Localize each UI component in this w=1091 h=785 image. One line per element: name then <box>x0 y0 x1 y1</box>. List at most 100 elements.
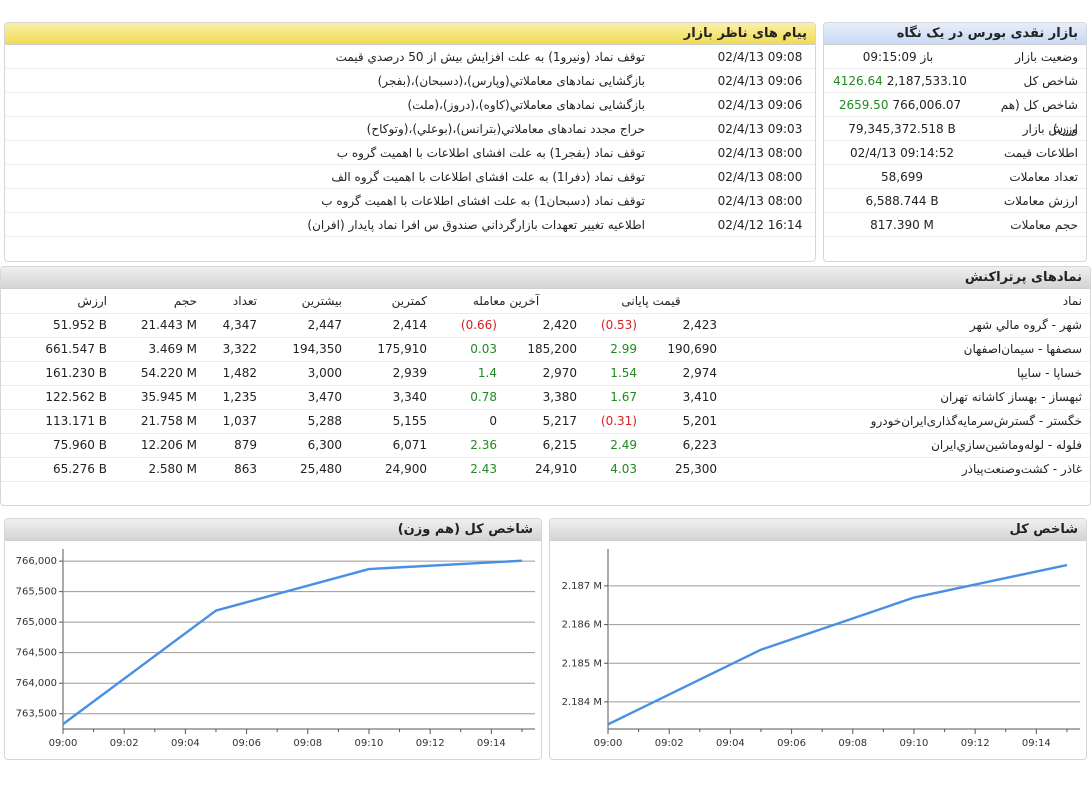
cell-max: 3,000 <box>261 361 346 386</box>
cell-symbol-name[interactable]: شهر - گروه مالي شهر <box>721 313 1090 338</box>
cell-count: 863 <box>201 457 261 482</box>
glance-label: اطلاعات قیمت <box>1003 146 1078 160</box>
table-header-row: ارزش حجم تعداد بیشترین کمترین آخرین معام… <box>1 289 1090 314</box>
total-index-series-line <box>607 563 1068 726</box>
market-glance-title: بازار نقدی بورس در یک نگاه <box>824 23 1086 45</box>
equal-weight-x-tick-label: 09:10 <box>355 738 384 749</box>
top-symbols-panel: نمادهای پرتراکنش ارزش حجم تعداد بیشترین … <box>0 266 1091 506</box>
col-count-header[interactable]: تعداد <box>201 289 261 314</box>
cell-volume: 12.206 M <box>111 433 201 458</box>
message-row[interactable]: 02/4/13 09:03 حراج مجدد نمادهای معاملاتي(… <box>5 117 815 141</box>
equal-weight-y-tick-label: 765,500 <box>16 587 57 598</box>
cell-close: 6,223 <box>641 433 721 458</box>
glance-label: وضعیت بازار <box>1015 50 1078 64</box>
message-time: 02/4/13 09:06 <box>717 74 803 88</box>
col-min-header[interactable]: کمترین <box>346 289 431 314</box>
cell-volume: 3.469 M <box>111 337 201 362</box>
glance-number: 817.390 M <box>870 218 934 232</box>
glance-value: 2659.50 766,006.07 <box>824 93 976 116</box>
message-time: 02/4/13 09:03 <box>717 122 803 136</box>
message-row[interactable]: 02/4/12 16:14 اطلاعیه تغییر تعهدات بازارگ… <box>5 213 815 237</box>
glance-change: 4126.64 <box>833 74 883 88</box>
message-row[interactable]: 02/4/13 09:08 توقف نماد (ونیرو1) به علت ا… <box>5 45 815 69</box>
col-last-trade-header[interactable]: آخرین معامله <box>431 289 581 314</box>
equal-weight-y-tick-label: 764,000 <box>16 678 57 689</box>
col-volume-header[interactable]: حجم <box>111 289 201 314</box>
glance-value: 817.390 M <box>824 213 976 236</box>
supervisor-messages-title: پیام های ناظر بازار <box>5 23 815 45</box>
table-row[interactable]: 661.547 B 3.469 M 3,322 194,350 175,910 0.03 1… <box>1 337 1090 362</box>
message-text[interactable]: حراج مجدد نمادهای معاملاتي(بترانس)،(بوعل… <box>366 122 645 136</box>
total-index-x-tick-label: 09:08 <box>838 738 867 749</box>
cell-last: 185,200 <box>501 337 581 362</box>
cell-volume: 35.945 M <box>111 385 201 410</box>
col-close-price-header[interactable]: قیمت پایانی <box>581 289 721 314</box>
message-row[interactable]: 02/4/13 08:00 توقف نماد (بفجر1) به علت اف… <box>5 141 815 165</box>
equal-weight-y-tick-label: 763,500 <box>16 709 57 720</box>
equal-weight-y-tick-label: 764,500 <box>16 648 57 659</box>
message-text[interactable]: توقف نماد (ونیرو1) به علت افزایش بیش از … <box>335 50 645 64</box>
table-row[interactable]: 161.230 B 54.220 M 1,482 3,000 2,939 1.4 2,970… <box>1 361 1090 386</box>
glance-row: شاخص کل (هم وزن) 2659.50 766,006.07 <box>824 93 1086 136</box>
glance-row: تعداد معاملات 58,699 <box>824 165 1086 189</box>
cell-count: 1,037 <box>201 409 261 434</box>
table-row[interactable]: 75.960 B 12.206 M 879 6,300 6,071 2.36 6,215 2.… <box>1 433 1090 458</box>
message-row[interactable]: 02/4/13 08:00 توقف نماد (دفرا1) به علت اف… <box>5 165 815 189</box>
total-index-x-tick-label: 09:12 <box>961 738 990 749</box>
top-symbols-title: نمادهای پرتراکنش <box>1 267 1090 289</box>
cell-symbol-name[interactable]: فلوله - لوله‌وماشین‌سازي‌ایران <box>721 433 1090 458</box>
table-row[interactable]: 65.276 B 2.580 M 863 25,480 24,900 2.43 24,910… <box>1 457 1090 482</box>
cell-last-change: 2.43 <box>431 457 501 482</box>
cell-count: 4,347 <box>201 313 261 338</box>
message-text[interactable]: اطلاعیه تغییر تعهدات بازارگرداني صندوق س… <box>307 218 645 232</box>
message-row[interactable]: 02/4/13 08:00 توقف نماد (دسبحان1) به علت … <box>5 189 815 213</box>
message-row[interactable]: 02/4/13 09:06 بازگشایی نمادهای معاملاتي(ک… <box>5 93 815 117</box>
table-row[interactable]: 51.952 B 21.443 M 4,347 2,447 2,414 (0.66) 2,4… <box>1 313 1090 338</box>
cell-close-change: 1.67 <box>581 385 641 410</box>
message-row[interactable]: 02/4/13 09:06 بازگشایی نمادهای معاملاتي(و… <box>5 69 815 93</box>
supervisor-messages-list: 02/4/13 09:08 توقف نماد (ونیرو1) به علت ا… <box>5 45 815 237</box>
cell-min: 2,939 <box>346 361 431 386</box>
cell-value: 75.960 B <box>1 433 111 458</box>
equal-weight-x-tick-label: 09:14 <box>477 738 506 749</box>
glance-label: ارزش معاملات <box>1003 194 1078 208</box>
message-text[interactable]: توقف نماد (دفرا1) به علت افشای اطلاعات ب… <box>331 170 645 184</box>
col-symbol-header[interactable]: نماد <box>721 289 1090 314</box>
equal-weight-index-chart-title: شاخص کل (هم وزن) <box>5 519 541 541</box>
glance-value: 6,588.744 B <box>824 189 976 212</box>
col-value-header[interactable]: ارزش <box>1 289 111 314</box>
message-text[interactable]: بازگشایی نمادهای معاملاتي(کاوه)،(دروز)،(… <box>407 98 646 112</box>
table-row[interactable]: 122.562 B 35.945 M 1,235 3,470 3,340 0.78 3,38… <box>1 385 1090 410</box>
message-text[interactable]: بازگشایی نمادهای معاملاتي(وپارس)،(دسبحان… <box>377 74 645 88</box>
cell-max: 6,300 <box>261 433 346 458</box>
message-time: 02/4/13 08:00 <box>717 146 803 160</box>
table-row[interactable]: 113.171 B 21.758 M 1,037 5,288 5,155 0 5,217 (0… <box>1 409 1090 434</box>
glance-label: ارزش بازار <box>1022 122 1078 136</box>
total-index-y-tick-label: 2.184 M <box>562 697 602 708</box>
total-index-chart-panel: شاخص کل 2.184 M 2.185 M 2.186 M 2.187 M 09:0… <box>549 518 1087 760</box>
total-index-x-tick-label: 09:14 <box>1022 738 1051 749</box>
col-max-header[interactable]: بیشترین <box>261 289 346 314</box>
message-text[interactable]: توقف نماد (دسبحان1) به علت افشای اطلاعات… <box>321 194 645 208</box>
cell-max: 3,470 <box>261 385 346 410</box>
cell-min: 3,340 <box>346 385 431 410</box>
cell-last: 3,380 <box>501 385 581 410</box>
glance-row: وضعیت بازار باز 09:15:09 <box>824 45 1086 69</box>
cell-symbol-name[interactable]: خگستر - گسترش‌سرمایه‌گذاری‌ایران‌خودرو <box>721 409 1090 434</box>
equal-weight-x-tick-label: 09:00 <box>49 738 78 749</box>
cell-symbol-name[interactable]: خساپا - سایپا <box>721 361 1090 386</box>
glance-number: 02/4/13 09:14:52 <box>850 146 954 160</box>
cell-symbol-name[interactable]: غاذر - کشت‌وصنعت‌پیاذر <box>721 457 1090 482</box>
total-index-x-tick-label: 09:00 <box>594 738 623 749</box>
cell-last: 6,215 <box>501 433 581 458</box>
cell-symbol-name[interactable]: ثبهساز - بهساز کاشانه تهران <box>721 385 1090 410</box>
message-text[interactable]: توقف نماد (بفجر1) به علت افشای اطلاعات ب… <box>336 146 645 160</box>
equal-weight-x-tick-label: 09:04 <box>171 738 200 749</box>
cell-close-change: 1.54 <box>581 361 641 386</box>
cell-symbol-name[interactable]: سصفها - سیمان‌اصفهان <box>721 337 1090 362</box>
cell-max: 2,447 <box>261 313 346 338</box>
glance-value: باز 09:15:09 <box>824 45 976 68</box>
glance-number: 6,588.744 B <box>865 194 939 208</box>
cell-count: 3,322 <box>201 337 261 362</box>
cell-value: 661.547 B <box>1 337 111 362</box>
